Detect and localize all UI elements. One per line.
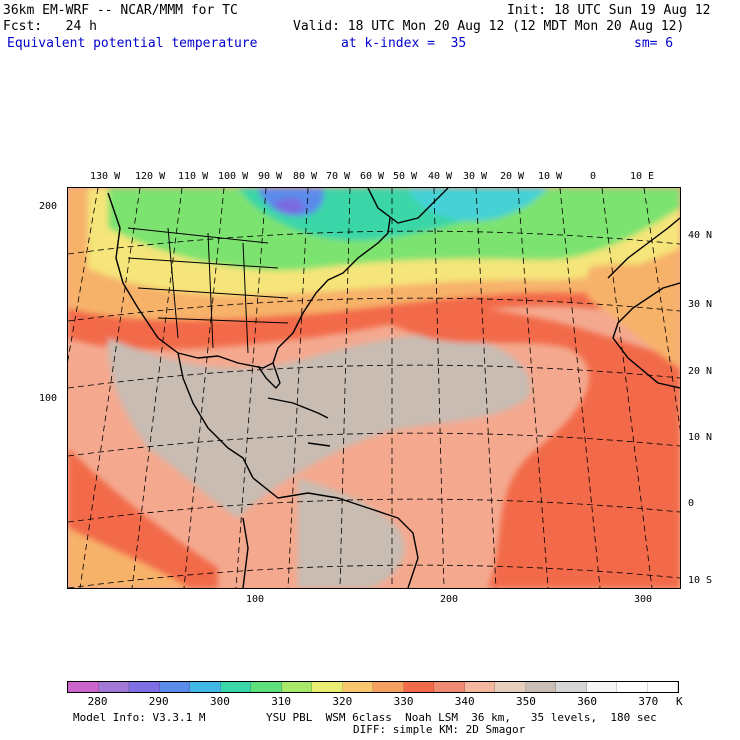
lon-label: 30 W — [463, 171, 488, 182]
legend-label: 330 — [393, 695, 414, 708]
legend-swatch — [312, 682, 343, 692]
grid-y-label: 200 — [39, 201, 58, 212]
theta-e-field — [68, 188, 680, 588]
grid-x-label: 300 — [634, 594, 653, 605]
lon-label: 20 W — [500, 171, 525, 182]
model-info: Model Info: V3.3.1 M — [73, 711, 206, 724]
legend-swatch — [159, 682, 190, 692]
grid-x-label: 200 — [440, 594, 459, 605]
legend-label: 300 — [210, 695, 230, 708]
legend-swatch — [251, 682, 282, 692]
legend-label: 320 — [332, 695, 353, 708]
lat-label: 10 S — [688, 575, 713, 586]
lat-label: 40 N — [688, 230, 713, 241]
legend-swatch — [220, 682, 251, 692]
smoothing-value: sm= 6 — [634, 36, 674, 51]
lon-label: 120 W — [135, 171, 166, 182]
legend-label: 370 — [638, 695, 659, 708]
legend-label: 290 — [148, 695, 169, 708]
legend-swatch — [190, 682, 221, 692]
lon-label: 90 W — [258, 171, 283, 182]
legend-swatch — [434, 682, 465, 692]
init-time: Init: 18 UTC Sun 19 Aug 12 — [507, 3, 711, 18]
lon-label: 10 E — [630, 171, 655, 182]
lon-label: 130 W — [90, 171, 121, 182]
lon-label: 110 W — [178, 171, 209, 182]
lon-label: 100 W — [218, 171, 249, 182]
map-panel — [67, 187, 681, 589]
lat-label: 0 — [688, 498, 695, 509]
physics-info: YSU PBL WSM 6class Noah LSM 36 km, 35 le… — [266, 711, 657, 724]
legend-swatch — [281, 682, 312, 692]
legend-swatch — [586, 682, 617, 692]
legend-swatch — [403, 682, 434, 692]
legend-swatch — [464, 682, 495, 692]
lat-label: 20 N — [688, 366, 713, 377]
lon-label: 40 W — [428, 171, 453, 182]
legend-label: 310 — [271, 695, 292, 708]
legend-label: 360 — [577, 695, 598, 708]
legend-swatch — [342, 682, 373, 692]
diffusion-info: DIFF: simple KM: 2D Smagor — [353, 723, 526, 736]
lon-label: 80 W — [293, 171, 318, 182]
color-legend-bar — [67, 681, 679, 693]
level-index: at k-index = 35 — [341, 36, 467, 51]
legend-unit: K — [676, 695, 683, 708]
legend-label: 340 — [454, 695, 475, 708]
legend-swatch — [647, 682, 678, 692]
legend-label: 280 — [87, 695, 108, 708]
lat-label: 30 N — [688, 299, 713, 310]
legend-swatch — [129, 682, 160, 692]
legend-label: 350 — [516, 695, 536, 708]
legend-swatch — [617, 682, 648, 692]
lon-label: 70 W — [326, 171, 351, 182]
legend-swatch — [495, 682, 526, 692]
lat-label: 10 N — [688, 432, 713, 443]
grid-x-label: 100 — [246, 594, 265, 605]
field-name: Equivalent potential temperature — [7, 36, 258, 51]
legend-swatch — [98, 682, 129, 692]
model-title: 36km EM-WRF -- NCAR/MMM for TC — [3, 3, 238, 18]
lon-label: 50 W — [393, 171, 418, 182]
forecast-hour: Fcst: 24 h — [3, 19, 97, 34]
grid-y-label: 100 — [39, 393, 58, 404]
legend-swatch — [68, 682, 99, 692]
lon-label: 0 — [590, 171, 597, 182]
lon-label: 10 W — [538, 171, 563, 182]
legend-swatch — [525, 682, 556, 692]
lon-label: 60 W — [360, 171, 385, 182]
legend-swatch — [556, 682, 587, 692]
legend-swatch — [373, 682, 404, 692]
valid-time: Valid: 18 UTC Mon 20 Aug 12 (12 MDT Mon … — [293, 19, 685, 34]
